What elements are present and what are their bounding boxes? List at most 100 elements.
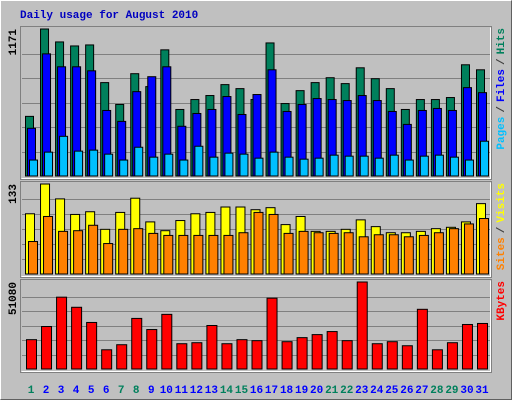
bar (41, 326, 53, 370)
x-tick-label: 22 (340, 385, 353, 397)
bar (448, 228, 459, 275)
bar (178, 234, 189, 275)
x-tick-label: 19 (295, 385, 308, 397)
bar (266, 297, 278, 370)
bar (298, 230, 309, 275)
bar (371, 343, 383, 370)
bar (253, 211, 264, 275)
bar (463, 223, 474, 275)
bar (344, 155, 354, 177)
bar (359, 155, 369, 177)
x-tick-label: 29 (445, 385, 458, 397)
bar (146, 329, 158, 370)
x-tick-label: 2 (43, 385, 50, 397)
x-tick-label: 15 (235, 385, 249, 397)
bar (104, 153, 114, 177)
bar (59, 135, 69, 177)
legend-entry: Files (496, 69, 508, 102)
legend: KBytes (496, 281, 508, 321)
bar (358, 236, 369, 275)
bar (433, 232, 444, 275)
bar (268, 213, 279, 275)
bar (164, 153, 174, 177)
legend-entry: KBytes (496, 281, 508, 321)
bar (299, 158, 309, 177)
x-tick-label: 10 (160, 385, 173, 397)
x-tick-label: 27 (415, 385, 428, 397)
bar (401, 345, 413, 370)
bar (419, 155, 429, 177)
legend-separator: / (496, 226, 508, 233)
bar (329, 154, 339, 177)
legend-separator: / (496, 106, 508, 113)
bar (88, 224, 99, 275)
bar (343, 232, 354, 275)
bar (86, 321, 98, 370)
x-tick-label: 14 (220, 385, 234, 397)
bar (446, 342, 458, 370)
x-tick-label: 1 (28, 385, 35, 397)
bar (134, 146, 144, 177)
panel-bevel (21, 182, 491, 277)
bar (238, 232, 249, 275)
bar (119, 159, 129, 177)
x-tick-label: 31 (475, 385, 489, 397)
bar (314, 157, 324, 177)
legend-separator: / (496, 58, 508, 65)
bar (281, 341, 293, 370)
bar (73, 230, 84, 275)
bar (341, 340, 353, 370)
y-tick-label: 133 (8, 184, 20, 204)
bar (418, 234, 429, 275)
bar (374, 157, 384, 177)
x-tick-label: 24 (370, 385, 384, 397)
x-tick-label: 7 (118, 385, 125, 397)
bar (161, 313, 173, 370)
chart-title: Daily usage for August 2010 (20, 10, 198, 22)
bar (464, 159, 474, 177)
bar (313, 232, 324, 275)
bar (118, 228, 129, 275)
panel-bevel (21, 27, 491, 179)
x-tick-label: 5 (88, 385, 95, 397)
bar (56, 296, 68, 370)
bar (373, 234, 384, 275)
bar (191, 342, 203, 370)
bar (224, 152, 234, 177)
bar (28, 241, 38, 275)
bar (283, 232, 294, 275)
bar (389, 154, 399, 177)
bar (209, 156, 219, 177)
x-tick-label: 30 (460, 385, 473, 397)
bar (71, 306, 83, 370)
bar (477, 322, 488, 370)
bar (251, 340, 263, 370)
bar (131, 317, 143, 370)
x-tick-label: 18 (280, 385, 294, 397)
bar (461, 323, 473, 370)
bar (43, 215, 54, 275)
x-tick-label: 25 (385, 385, 399, 397)
bar (236, 339, 248, 370)
bar (328, 232, 339, 275)
bar (326, 331, 338, 370)
bar (89, 149, 99, 177)
x-tick-label: 8 (133, 385, 140, 397)
bar (223, 234, 234, 275)
bar (194, 145, 204, 177)
bar (449, 156, 459, 177)
bar (74, 150, 84, 177)
bar (403, 236, 414, 275)
bar (208, 234, 219, 275)
bar (311, 334, 323, 370)
x-tick-label: 9 (148, 385, 155, 397)
bar (386, 341, 398, 370)
bar (101, 349, 113, 370)
bar (193, 234, 204, 275)
bar (480, 140, 489, 177)
x-tick-label: 23 (355, 385, 369, 397)
x-tick-label: 17 (265, 385, 278, 397)
bar (176, 343, 188, 370)
